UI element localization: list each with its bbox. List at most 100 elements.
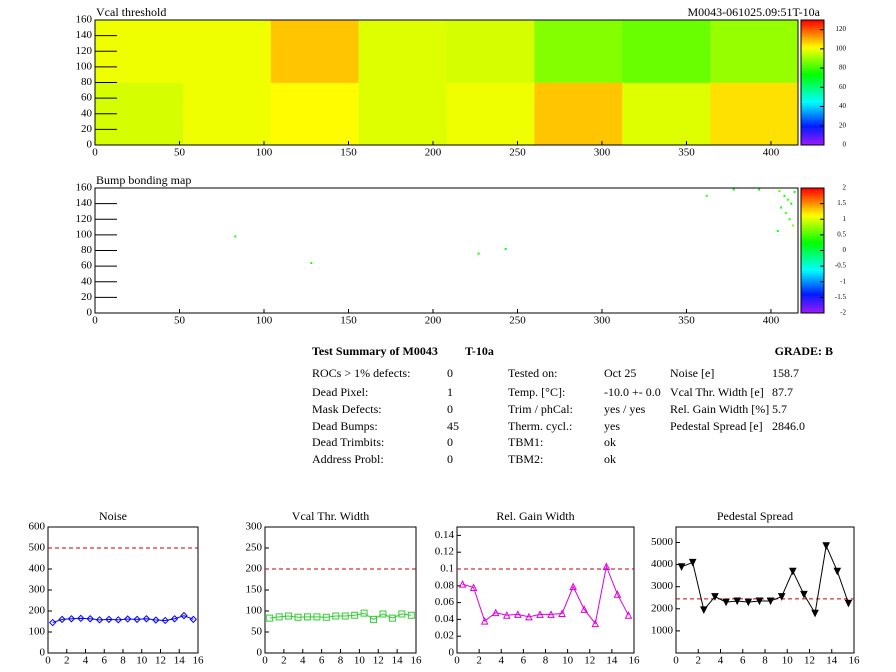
summary-value: 0 bbox=[447, 452, 453, 466]
x-tick-label: 10 bbox=[562, 655, 574, 667]
marker bbox=[285, 612, 293, 620]
marker bbox=[755, 597, 764, 606]
marker bbox=[789, 567, 797, 576]
colorbar-segment bbox=[801, 238, 824, 241]
bump-pixel bbox=[793, 190, 796, 193]
colorbar-frame bbox=[800, 19, 825, 146]
colorbar-segment bbox=[801, 248, 824, 251]
bump-pixel bbox=[788, 218, 791, 221]
x-tick-label: 16 bbox=[849, 655, 861, 667]
colorbar-segment bbox=[801, 300, 824, 304]
colorbar-segment bbox=[801, 273, 824, 276]
x-tick-label: 14 bbox=[606, 655, 618, 667]
y-tick-label: 2000 bbox=[651, 602, 674, 614]
x-tick-label: 8 bbox=[762, 655, 768, 667]
colorbar-label: 1 bbox=[843, 215, 847, 223]
x-tick-label: 200 bbox=[425, 147, 442, 159]
colorbar-segment bbox=[801, 200, 824, 204]
marker bbox=[370, 615, 378, 623]
colorbar-segment bbox=[801, 228, 824, 231]
corner-label: M0043-061025.09:51T-10a bbox=[687, 5, 820, 19]
summary-label: Therm. cycl.: bbox=[508, 419, 572, 433]
marker bbox=[777, 593, 786, 601]
bump-pixel bbox=[786, 198, 789, 201]
bump-pixel bbox=[791, 224, 794, 227]
colorbar-segment bbox=[801, 198, 824, 201]
marker bbox=[303, 613, 311, 621]
marker bbox=[688, 558, 697, 567]
colorbar-segment bbox=[801, 102, 824, 106]
marker bbox=[744, 598, 753, 607]
y-tick-label: 0 bbox=[87, 139, 93, 151]
heatmap-cell bbox=[622, 20, 711, 83]
colorbar-segment bbox=[801, 110, 824, 113]
x-tick-label: 250 bbox=[509, 315, 526, 327]
y-tick-label: 100 bbox=[76, 60, 93, 72]
summary-label: Dead Bumps: bbox=[312, 419, 378, 433]
summary-label: TBM1: bbox=[508, 435, 543, 449]
y-tick-label: 0 bbox=[87, 307, 93, 319]
colorbar-segment bbox=[801, 22, 824, 26]
x-tick-label: 0 bbox=[92, 315, 98, 327]
colorbar-segment bbox=[801, 263, 824, 266]
colorbar-segment bbox=[801, 298, 824, 301]
colorbar-label: -1 bbox=[840, 277, 846, 285]
x-tick-label: 350 bbox=[678, 315, 695, 327]
marker bbox=[811, 609, 819, 618]
colorbar-segment bbox=[801, 240, 824, 244]
colorbar-segment bbox=[801, 218, 824, 221]
y-tick-label: 120 bbox=[76, 45, 93, 57]
x-tick-label: 8 bbox=[120, 655, 126, 667]
y-tick-label: 5000 bbox=[651, 536, 674, 548]
marker bbox=[800, 590, 808, 599]
colorbar-segment bbox=[801, 82, 824, 86]
x-tick-label: 50 bbox=[174, 315, 186, 327]
y-tick-label: 120 bbox=[76, 213, 93, 225]
x-tick-label: 300 bbox=[594, 147, 611, 159]
colorbar-segment bbox=[801, 308, 824, 311]
marker bbox=[313, 613, 321, 621]
colorbar-segment bbox=[801, 140, 824, 143]
colorbar-segment bbox=[801, 270, 824, 274]
y-tick-label: 20 bbox=[81, 291, 93, 303]
colorbar-segment bbox=[801, 117, 824, 121]
marker bbox=[142, 615, 151, 623]
colorbar-label: 2 bbox=[843, 184, 847, 192]
colorbar-segment bbox=[801, 65, 824, 68]
colorbar-segment bbox=[801, 120, 824, 123]
colorbar-segment bbox=[801, 130, 824, 133]
colorbar-segment bbox=[801, 137, 824, 141]
marker bbox=[180, 611, 188, 620]
y-tick-label: 0.12 bbox=[435, 546, 454, 558]
heatmap-cell bbox=[358, 20, 447, 83]
x-tick-label: 10 bbox=[136, 655, 148, 667]
y-tick-label: 80 bbox=[81, 76, 93, 88]
summary-label: ROCs > 1% defects: bbox=[312, 366, 410, 380]
marker bbox=[360, 609, 368, 617]
x-tick-label: 12 bbox=[804, 655, 815, 667]
summary-value: -10.0 +- 0.0 bbox=[604, 385, 661, 399]
colorbar-segment bbox=[801, 258, 824, 261]
x-tick-label: 150 bbox=[340, 315, 357, 327]
colorbar-segment bbox=[801, 305, 824, 309]
colorbar-segment bbox=[801, 295, 824, 299]
y-tick-label: 80 bbox=[81, 244, 93, 256]
x-tick-label: 200 bbox=[425, 315, 442, 327]
marker bbox=[602, 562, 611, 570]
marker bbox=[58, 615, 66, 624]
colorbar-label: 1.5 bbox=[837, 199, 846, 207]
colorbar-segment bbox=[801, 95, 824, 98]
marker bbox=[77, 614, 85, 623]
bump-pixel bbox=[758, 188, 761, 191]
colorbar-segment bbox=[801, 233, 824, 236]
summary-label: Address Probl: bbox=[312, 452, 384, 466]
colorbar-segment bbox=[801, 97, 824, 101]
y-tick-label: 0.02 bbox=[435, 630, 454, 642]
marker bbox=[558, 609, 566, 618]
marker bbox=[294, 613, 302, 621]
marker bbox=[711, 593, 719, 601]
colorbar-segment bbox=[801, 193, 824, 196]
colorbar-segment bbox=[801, 260, 824, 264]
colorbar-segment bbox=[801, 245, 824, 249]
colorbar-segment bbox=[801, 90, 824, 93]
